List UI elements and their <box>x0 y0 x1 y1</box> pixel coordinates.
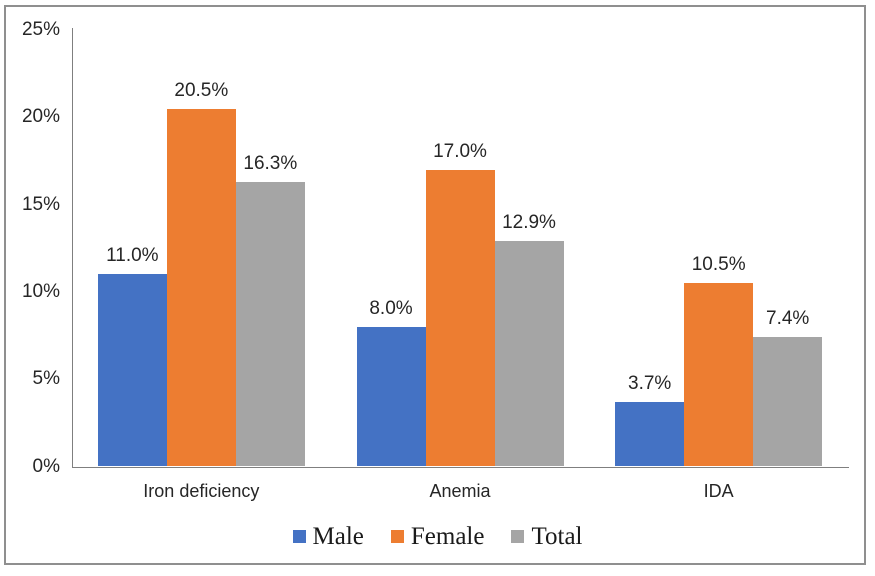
data-label: 12.9% <box>502 212 556 234</box>
bar-female <box>684 283 754 467</box>
bar-total <box>235 181 305 467</box>
y-axis-tick-label: 25% <box>21 19 60 40</box>
bar-total <box>753 337 823 467</box>
y-axis-tick-label: 15% <box>21 193 60 215</box>
x-axis-line <box>71 466 849 468</box>
bar-female <box>166 108 236 467</box>
data-label: 7.4% <box>766 308 810 330</box>
bar-total <box>494 241 564 467</box>
legend-swatch-icon <box>511 530 525 543</box>
chart-border <box>4 5 866 565</box>
legend-label: Female <box>410 523 485 550</box>
data-label: 11.0% <box>106 245 159 267</box>
data-label: 16.3% <box>243 152 298 174</box>
data-label: 3.7% <box>628 372 672 394</box>
legend-item-total: Total <box>511 522 582 551</box>
y-axis-tick-label: 20% <box>21 106 60 128</box>
category-label: IDA <box>703 481 734 501</box>
legend-label: Male <box>312 523 364 550</box>
data-label: 10.5% <box>691 254 746 276</box>
data-label: 17.0% <box>433 140 487 162</box>
y-axis-line <box>71 28 73 468</box>
legend-label: Total <box>531 523 583 550</box>
bar-female <box>425 169 495 467</box>
legend-item-male: Male <box>292 522 364 551</box>
legend: Male Female Total <box>0 522 875 551</box>
legend-item-female: Female <box>390 522 485 551</box>
y-axis-tick-label: 10% <box>21 280 60 302</box>
data-label: 8.0% <box>369 297 413 319</box>
y-axis-tick-label: 5% <box>32 368 60 390</box>
category-label: Anemia <box>429 481 491 501</box>
bar-male <box>97 274 167 467</box>
bar-male <box>356 326 426 467</box>
y-axis-tick-label: 0% <box>32 455 60 477</box>
category-label: Iron deficiency <box>143 481 260 501</box>
legend-swatch-icon <box>292 530 306 543</box>
bar-male <box>615 401 685 467</box>
legend-swatch-icon <box>390 530 404 543</box>
data-label: 20.5% <box>174 79 229 101</box>
